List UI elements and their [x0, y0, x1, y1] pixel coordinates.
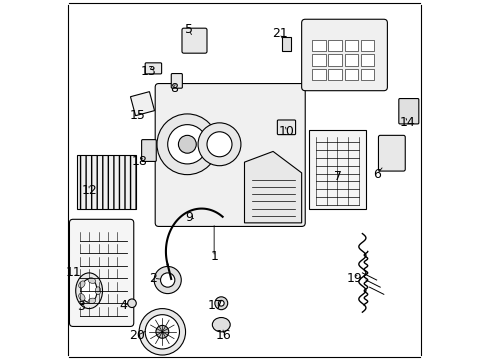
Text: 16: 16 — [216, 329, 231, 342]
Bar — [328, 68, 341, 80]
Bar — [344, 40, 357, 51]
Circle shape — [198, 123, 241, 166]
Bar — [360, 68, 373, 80]
Text: 13: 13 — [141, 64, 156, 77]
FancyBboxPatch shape — [398, 99, 418, 124]
Text: 17: 17 — [207, 299, 223, 312]
Ellipse shape — [212, 318, 230, 332]
Bar — [360, 54, 373, 66]
Ellipse shape — [95, 287, 101, 295]
Circle shape — [160, 273, 175, 287]
Text: 11: 11 — [66, 266, 81, 279]
Text: 14: 14 — [399, 116, 414, 129]
Circle shape — [178, 135, 196, 153]
Bar — [344, 68, 357, 80]
Bar — [312, 54, 325, 66]
Text: 12: 12 — [81, 184, 97, 197]
Bar — [77, 155, 135, 208]
Circle shape — [214, 297, 227, 310]
Text: 10: 10 — [278, 125, 294, 138]
FancyBboxPatch shape — [301, 19, 386, 91]
Text: 2: 2 — [149, 272, 157, 285]
Text: 6: 6 — [372, 168, 380, 181]
Circle shape — [167, 125, 206, 164]
Circle shape — [156, 325, 168, 338]
Circle shape — [218, 300, 224, 306]
Bar — [328, 40, 341, 51]
Text: 1: 1 — [210, 250, 218, 263]
Text: 3: 3 — [77, 300, 84, 313]
Ellipse shape — [79, 281, 85, 288]
Text: 18: 18 — [131, 155, 147, 168]
Ellipse shape — [76, 273, 102, 309]
Ellipse shape — [79, 293, 85, 301]
Bar — [328, 54, 341, 66]
Bar — [130, 92, 154, 116]
Text: 4: 4 — [120, 299, 127, 312]
Bar — [344, 54, 357, 66]
Bar — [360, 40, 373, 51]
Text: 20: 20 — [129, 329, 145, 342]
FancyBboxPatch shape — [182, 28, 206, 53]
FancyBboxPatch shape — [69, 219, 134, 327]
FancyBboxPatch shape — [171, 73, 182, 88]
Text: 5: 5 — [185, 23, 193, 36]
FancyBboxPatch shape — [277, 120, 295, 135]
FancyBboxPatch shape — [145, 63, 162, 74]
Bar — [308, 130, 365, 208]
Ellipse shape — [88, 278, 96, 283]
Text: 8: 8 — [169, 82, 178, 95]
Circle shape — [139, 309, 185, 355]
Bar — [312, 68, 325, 80]
Circle shape — [206, 132, 231, 157]
FancyBboxPatch shape — [378, 135, 405, 171]
Circle shape — [157, 114, 217, 175]
Text: 15: 15 — [129, 109, 145, 122]
Circle shape — [145, 315, 179, 349]
Bar — [312, 40, 325, 51]
FancyBboxPatch shape — [142, 140, 156, 161]
Ellipse shape — [88, 298, 96, 304]
Text: 21: 21 — [271, 27, 287, 40]
Text: 7: 7 — [333, 170, 342, 183]
Bar — [282, 37, 290, 51]
Circle shape — [127, 299, 136, 307]
Circle shape — [154, 266, 181, 294]
FancyBboxPatch shape — [155, 84, 305, 226]
Polygon shape — [244, 152, 301, 223]
Text: 9: 9 — [185, 211, 193, 224]
Ellipse shape — [81, 279, 97, 302]
Text: 19: 19 — [346, 272, 362, 285]
